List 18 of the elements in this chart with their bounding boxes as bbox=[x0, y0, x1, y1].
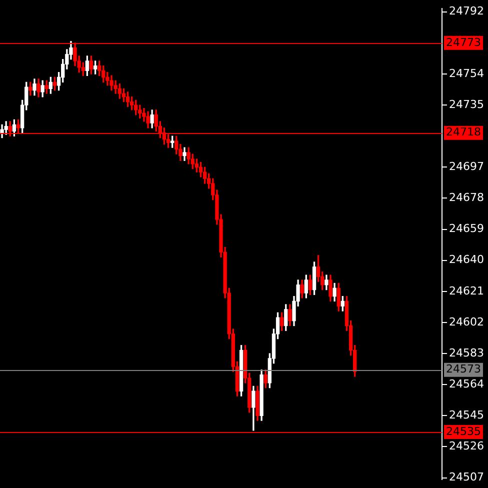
y-tick-label: 24640 bbox=[449, 253, 484, 266]
ref-line-label: 24573 bbox=[446, 362, 482, 376]
ref-line-label: 24535 bbox=[446, 424, 482, 438]
y-tick-label: 24545 bbox=[449, 408, 484, 422]
y-tick-label: 24735 bbox=[449, 98, 484, 111]
y-tick-label: 24583 bbox=[449, 346, 484, 360]
y-tick-label: 24754 bbox=[449, 66, 484, 80]
ref-line-label: 24718 bbox=[446, 126, 482, 139]
y-tick-label: 24602 bbox=[449, 315, 484, 328]
y-tick-label: 24659 bbox=[449, 222, 484, 236]
y-tick-label: 24507 bbox=[449, 470, 484, 484]
y-tick-label: 24564 bbox=[449, 377, 484, 390]
y-tick-label: 24526 bbox=[449, 440, 484, 453]
y-tick-label: 24621 bbox=[449, 284, 484, 298]
y-tick-label: 24792 bbox=[449, 4, 484, 18]
ref-line-label: 24773 bbox=[446, 36, 482, 49]
y-tick-label: 24697 bbox=[449, 160, 484, 174]
y-tick-label: 24678 bbox=[449, 191, 484, 204]
